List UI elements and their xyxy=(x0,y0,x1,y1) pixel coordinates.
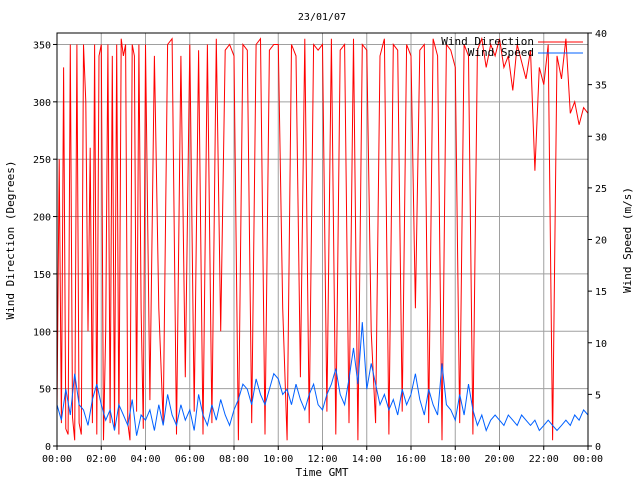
series-layer xyxy=(56,36,589,441)
y-right-tick-label: 35 xyxy=(595,81,607,92)
y-left-tick-label: 150 xyxy=(33,270,51,281)
y-right-tick-label: 40 xyxy=(595,29,607,40)
y-left-tick-label: 300 xyxy=(33,98,51,109)
y-left-tick-label: 250 xyxy=(33,155,51,166)
y-right-tick-label: 30 xyxy=(595,132,607,143)
x-tick-label: 10:00 xyxy=(263,454,293,465)
series-line-wind-speed xyxy=(56,322,589,436)
x-tick-label: 14:00 xyxy=(352,454,382,465)
legend: Wind Direction Wind Speed xyxy=(441,35,583,59)
y-right-tick-label: 20 xyxy=(595,236,607,247)
y-left-tick-label: 50 xyxy=(39,385,51,396)
legend-label-wind-speed: Wind Speed xyxy=(468,46,534,59)
x-tick-label: 20:00 xyxy=(484,454,514,465)
chart-title: 23/01/07 xyxy=(298,12,346,23)
y-left-tick-label: 100 xyxy=(33,327,51,338)
axis-ticks: 0 50 100 150 200 250 300 350 0 5 10 15 20 25 30 35 40 00:… xyxy=(33,29,607,465)
x-tick-label: 00:00 xyxy=(573,454,603,465)
y-left-axis-label: Wind Direction (Degrees) xyxy=(4,161,17,320)
x-tick-label: 04:00 xyxy=(130,454,160,465)
y-left-tick-label: 0 xyxy=(45,442,51,453)
y-right-tick-label: 25 xyxy=(595,184,607,195)
x-tick-label: 08:00 xyxy=(219,454,249,465)
y-right-tick-label: 15 xyxy=(595,287,607,298)
x-tick-label: 00:00 xyxy=(42,454,72,465)
x-tick-label: 06:00 xyxy=(175,454,205,465)
y-left-tick-label: 350 xyxy=(33,40,51,51)
y-right-axis-label: Wind Speed (m/s) xyxy=(621,187,634,293)
x-tick-label: 22:00 xyxy=(529,454,559,465)
x-tick-label: 02:00 xyxy=(86,454,116,465)
y-right-tick-label: 5 xyxy=(595,390,601,401)
y-right-tick-label: 0 xyxy=(595,442,601,453)
x-tick-label: 16:00 xyxy=(396,454,426,465)
x-tick-label: 12:00 xyxy=(307,454,337,465)
y-left-tick-label: 200 xyxy=(33,213,51,224)
legend-label-wind-direction: Wind Direction xyxy=(441,35,534,48)
x-tick-label: 18:00 xyxy=(440,454,470,465)
x-axis-label: Time GMT xyxy=(296,466,349,479)
series-line-wind-direction xyxy=(56,36,589,441)
y-right-tick-label: 10 xyxy=(595,339,607,350)
